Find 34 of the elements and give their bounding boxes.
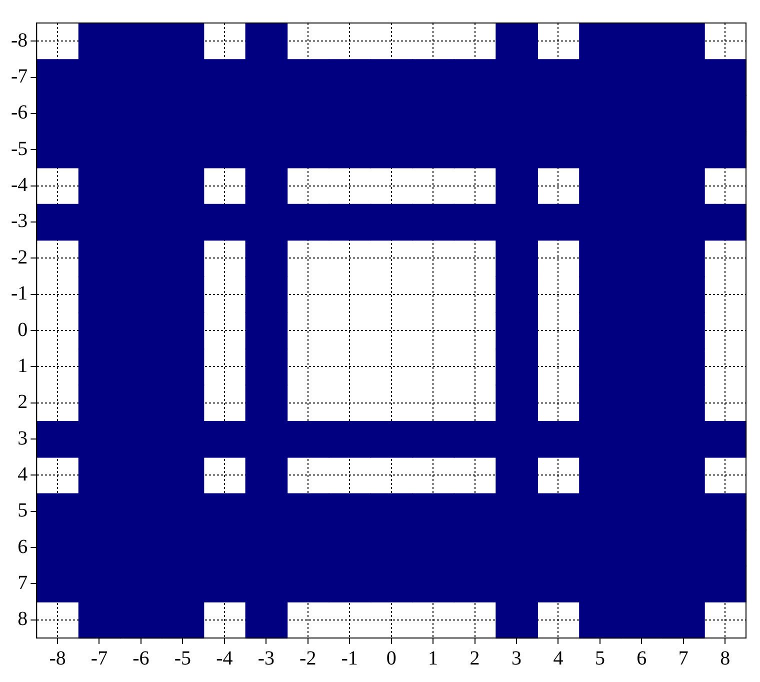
x-tick-label: 4 [553,647,564,670]
x-tick-label: -2 [300,647,316,670]
y-tick-label: -8 [10,29,28,52]
y-tick-label: -5 [10,138,28,160]
y-tick-label: -6 [10,102,28,124]
x-tick-label: 6 [636,647,647,670]
x-tick-label: -8 [49,647,66,670]
x-tick-label: -6 [132,647,150,670]
x-tick-label: -4 [216,647,233,670]
y-tick-label: 0 [18,318,28,341]
y-tick-label: 8 [18,608,28,630]
x-tick-label: -7 [90,647,108,670]
y-tick-label: -1 [10,282,28,305]
y-tick-label: 5 [18,500,28,522]
y-tick-label: 6 [18,536,28,558]
x-tick-label: 0 [386,647,396,670]
y-tick-label: 2 [18,391,28,414]
y-tick-label: -3 [10,210,28,232]
x-tick-label: 1 [428,647,438,670]
y-tick-label: 1 [18,354,28,377]
x-tick-label: 2 [470,647,480,670]
x-tick-label: 5 [594,647,605,670]
x-tick-label: -1 [341,647,358,670]
y-tick-label: -4 [10,174,28,196]
x-tick-label: 8 [720,647,730,670]
x-tick-label: 3 [512,647,522,670]
y-tick-label: 4 [18,463,28,486]
y-tick-label: 7 [18,572,28,594]
y-tick-label: -7 [10,66,28,88]
x-tick-label: 7 [678,647,688,670]
y-tick-label: 3 [18,427,28,450]
x-tick-label: -5 [174,647,192,670]
x-tick-label: -3 [258,647,274,670]
y-tick-label: -2 [10,246,28,268]
